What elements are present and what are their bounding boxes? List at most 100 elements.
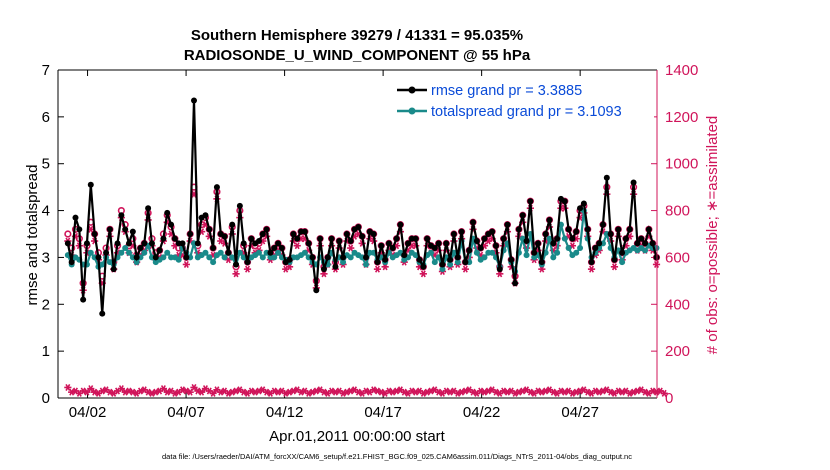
obs-rejected-point <box>321 388 327 396</box>
totalspread-point <box>546 235 553 242</box>
rmse-point <box>126 240 133 247</box>
totalspread-point <box>259 254 266 261</box>
obs-rejected-point <box>233 387 239 395</box>
obs-assimilated-point <box>462 265 468 273</box>
obs-assimilated-point <box>623 242 629 250</box>
rmse-point <box>416 256 423 263</box>
obs-rejected-point <box>462 387 468 395</box>
obs-rejected-point <box>271 387 277 395</box>
rmse-point <box>492 242 499 249</box>
rmse-point <box>156 247 163 254</box>
totalspread-point <box>229 254 236 261</box>
rmse-point <box>95 254 102 261</box>
x-axis-label: Apr.01,2011 00:00:00 start <box>269 428 446 445</box>
rmse-point <box>615 226 622 233</box>
y-right-tick-label: 1000 <box>665 156 698 173</box>
rmse-point <box>580 200 587 207</box>
rmse-point <box>538 259 545 266</box>
rmse-point <box>355 223 362 230</box>
obs-rejected-point <box>535 387 541 395</box>
obs-rejected-point <box>344 388 350 396</box>
y-left-tick-label: 4 <box>42 203 50 220</box>
y-left-tick-label: 3 <box>42 249 50 266</box>
rmse-point <box>512 280 519 287</box>
obs-rejected-point <box>417 387 423 395</box>
rmse-point <box>554 235 561 242</box>
obs-rejected-point <box>615 387 621 395</box>
totalspread-point <box>202 249 209 256</box>
obs-rejected-point <box>527 388 533 396</box>
obs-rejected-point <box>374 387 380 395</box>
obs-assimilated-point <box>611 263 617 271</box>
obs-rejected-point <box>443 387 449 395</box>
totalspread-point <box>642 247 649 254</box>
rmse-point <box>80 296 87 303</box>
obs-rejected-point <box>222 387 228 395</box>
legend-rmse-label: rmse grand pr = 3.3885 <box>431 83 582 99</box>
rmse-point <box>332 263 339 270</box>
chart-title-line1: Southern Hemisphere 39279 / 41331 = 95.0… <box>191 27 523 44</box>
totalspread-point <box>412 252 419 259</box>
obs-assimilated-point <box>191 190 197 198</box>
rmse-point <box>171 235 178 242</box>
obs-rejected-point <box>562 388 568 396</box>
obs-rejected-point <box>508 387 514 395</box>
obs-rejected-point <box>191 383 197 391</box>
obs-rejected-point <box>650 387 656 395</box>
totalspread-point <box>255 249 262 256</box>
rmse-point <box>389 245 396 252</box>
obs-rejected-point <box>80 387 86 395</box>
obs-rejected-point <box>504 388 510 396</box>
obs-rejected-point <box>489 386 495 394</box>
rmse-point <box>114 240 121 247</box>
obs-rejected-point <box>501 387 507 395</box>
rmse-point <box>179 240 186 247</box>
obs-possible-point <box>64 230 72 238</box>
rmse-point <box>363 254 370 261</box>
x-tick-label: 04/07 <box>167 404 205 421</box>
obs-rejected-point <box>306 389 312 397</box>
legend-box <box>392 78 654 124</box>
totalspread-point <box>363 261 370 268</box>
rmse-point <box>370 231 377 237</box>
rmse-point <box>324 254 331 261</box>
rmse-point <box>420 263 427 270</box>
totalspread-point <box>573 249 580 256</box>
rmse-point <box>183 254 190 261</box>
chart-title-line2: RADIOSONDE_U_WIND_COMPONENT @ 55 hPa <box>184 47 531 64</box>
rmse-point <box>259 231 266 237</box>
legend-spread-marker <box>408 107 416 115</box>
rmse-point <box>630 179 637 186</box>
rmse-point <box>439 261 446 268</box>
obs-rejected-point <box>657 387 663 395</box>
y-left-tick-label: 6 <box>42 109 50 126</box>
rmse-point <box>573 228 580 235</box>
obs-rejected-point <box>619 388 625 396</box>
rmse-point <box>76 226 83 233</box>
obs-rejected-point <box>69 388 75 396</box>
rmse-point <box>546 216 553 223</box>
rmse-point <box>561 198 568 205</box>
totalspread-point <box>565 245 572 252</box>
rmse-point <box>508 256 515 263</box>
rmse-point <box>515 226 522 233</box>
obs-assimilated-point <box>589 265 595 273</box>
x-tick-label: 04/02 <box>69 404 107 421</box>
rmse-point <box>133 254 140 261</box>
obs-rejected-point <box>195 387 201 395</box>
obs-rejected-point <box>126 387 132 395</box>
totalspread-point <box>221 254 228 261</box>
rmse-point <box>473 238 480 245</box>
obs-rejected-point <box>122 388 128 396</box>
obs-rejected-point <box>149 389 155 397</box>
rmse-point <box>72 214 79 221</box>
obs-assimilated-point <box>298 235 304 243</box>
totalspread-point <box>447 261 454 268</box>
rmse-point <box>596 240 603 247</box>
rmse-point <box>599 221 606 228</box>
y-right-tick-label: 0 <box>665 390 673 407</box>
obs-rejected-point <box>401 388 407 396</box>
rmse-point <box>607 231 614 237</box>
y-axis-left-label: rmse and totalspread <box>24 165 41 306</box>
obs-rejected-point <box>577 387 583 395</box>
